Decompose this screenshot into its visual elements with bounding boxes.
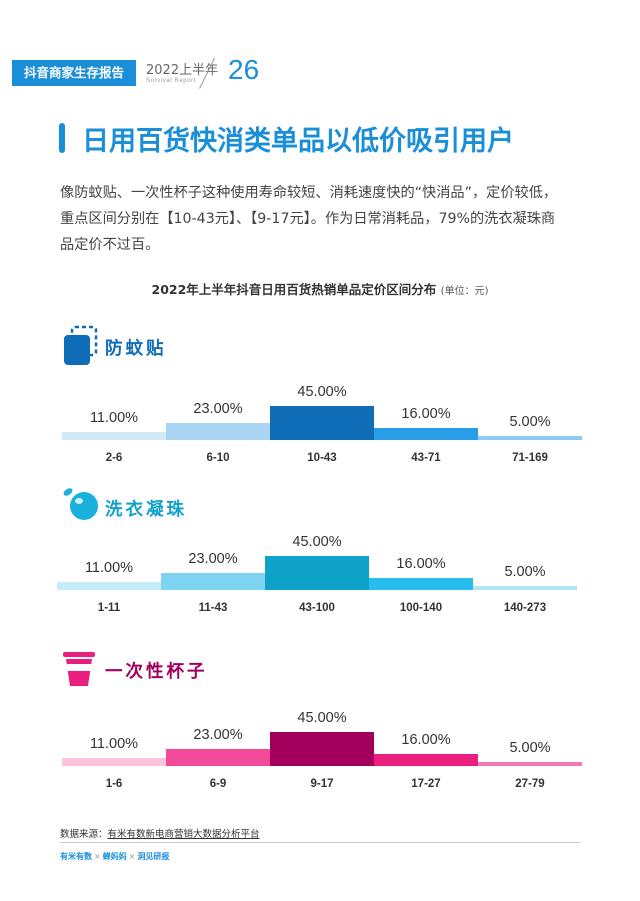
bar-value-label: 11.00% [84,559,134,576]
bar-segment [270,732,374,766]
bar-value-label: 45.00% [297,384,347,400]
bar-category-label: 10-43 [307,452,337,464]
bar-value-label: 5.00% [504,564,546,580]
patch-icon [64,325,98,365]
bar-segment [265,556,369,590]
data-source: 数据来源：有米有数新电商营销大数据分析平台 [60,826,260,840]
section-title: 洗衣凝珠 [105,500,187,520]
bar-value-label: 11.00% [89,735,139,752]
bar-segment [270,406,374,440]
report-tag: 抖音商家生存报告 [12,60,136,86]
bar-value-label: 23.00% [188,550,238,567]
header-year: 2022上半年 [146,63,219,78]
bar-category-label: 11-43 [198,602,228,614]
source-label: 数据来源： [60,829,108,840]
intro-line: 像防蚊贴、一次性杯子这种使用寿命较短、消耗速度快的“快消品”，定价较低， [60,185,558,201]
bar-category-label: 9-17 [310,778,334,790]
intro-line: 重点区间分别在【10-43元】、【9-17元】。作为日常消耗品，79%的洗衣凝珠… [60,211,556,227]
bar-category-label: 6-9 [209,778,227,790]
source-text: 有米有数新电商营销大数据分析平台 [107,829,260,840]
section-title: 防蚊贴 [105,339,167,359]
chart-title: 2022年上半年抖音日用百货热销单品定价区间分布 (单位：元) [0,279,640,298]
footer-separator: × [94,852,101,861]
bar-category-label: 1-6 [105,778,123,790]
laundry-pod-icon [63,488,98,520]
bar-value-label: 16.00% [401,731,451,748]
bar-value-label: 23.00% [193,726,243,743]
bar-segment [374,427,478,440]
footer-logo: 蝉妈妈 [102,852,127,861]
bar-category-label: 100-140 [399,602,443,614]
bar-value-label: 16.00% [401,405,451,422]
bar-segment [161,572,265,590]
bar-value-label: 5.00% [509,740,551,756]
intro-paragraph: 像防蚊贴、一次性杯子这种使用寿命较短、消耗速度快的“快消品”，定价较低， 重点区… [60,180,590,258]
bar-category-label: 43-71 [411,452,441,464]
section-title: 一次性杯子 [105,662,208,682]
bar-category-label: 17-27 [411,778,441,790]
bar-segment [374,753,478,766]
footer-separator: × [128,852,136,861]
bar-segment [166,422,270,440]
bar-value-label: 11.00% [89,409,139,426]
chart-unit: (单位：元) [440,286,489,297]
bar-category-label: 27-79 [515,778,545,790]
bar-segment [478,762,582,766]
footer-divider [60,842,580,843]
bar-segment [62,757,166,766]
header-subtitle: Survival Report [146,78,197,84]
bar-value-label: 16.00% [396,555,446,572]
bar-category-label: 6-10 [206,452,230,464]
bar-category-label: 140-273 [503,602,547,614]
bar-category-label: 43-100 [299,602,335,614]
bar-value-label: 23.00% [193,400,243,417]
bar-value-label: 5.00% [509,414,551,430]
page-title: 日用百货快消类单品以低价吸引用户 [82,126,514,157]
chart-title-text: 2022年上半年抖音日用百货热销单品定价区间分布 [151,282,437,297]
bar-category-label: 71-169 [512,452,548,464]
title-accent-bar [59,123,65,153]
bar-segment [478,436,582,440]
footer-logos: 有米有数 × 蝉妈妈 × 洞见研报 [60,851,169,862]
bar-category-label: 1-11 [97,602,121,614]
bar-value-label: 45.00% [297,710,347,726]
intro-line: 品定价不过百。 [60,237,160,253]
bar-segment [369,577,473,590]
page-number: 26 [228,54,260,85]
bar-category-label: 2-6 [105,452,123,464]
footer-logo: 洞见研报 [137,852,170,861]
bar-value-label: 45.00% [292,534,342,550]
bar-segment [166,748,270,766]
bar-segment [57,581,161,590]
footer-logo: 有米有数 [60,852,92,861]
bar-segment [473,586,577,590]
cup-icon [63,652,95,686]
bar-segment [62,431,166,440]
